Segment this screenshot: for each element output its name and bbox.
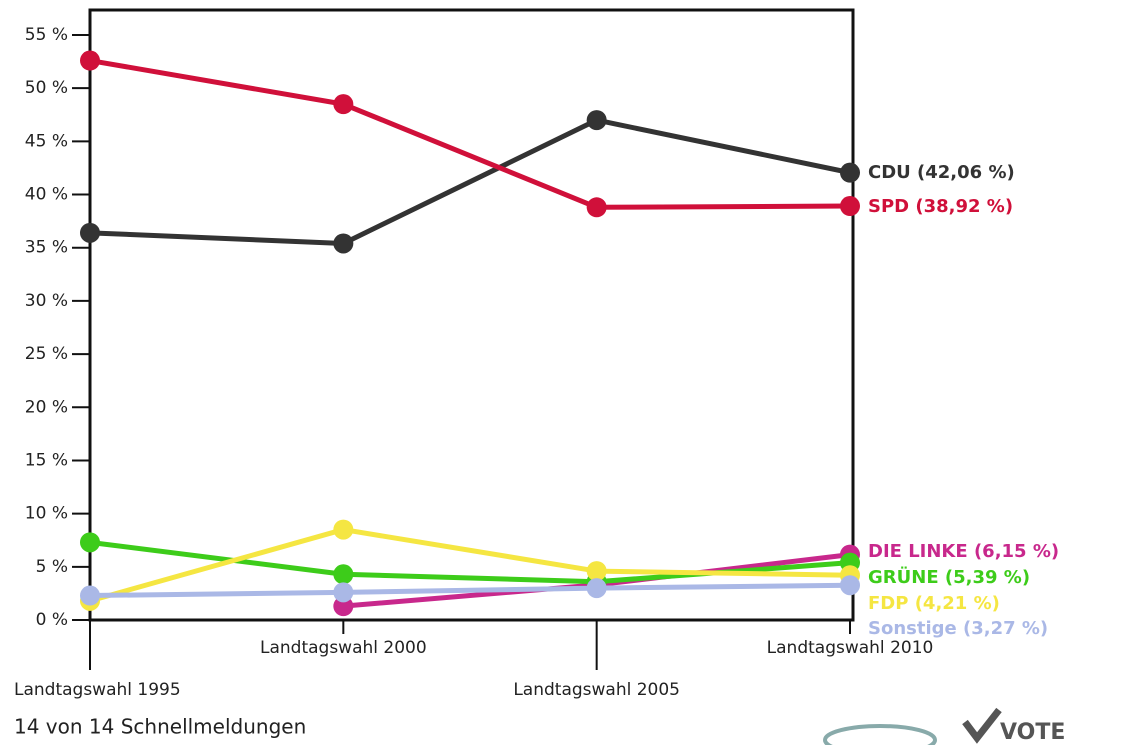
series-line <box>89 527 851 604</box>
end-label: FDP (4,21 %) <box>868 593 1000 614</box>
data-point <box>586 197 607 218</box>
data-point <box>80 585 100 606</box>
end-label: GRÜNE (5,39 %) <box>868 566 1030 588</box>
data-point <box>80 222 100 243</box>
data-point <box>80 532 100 553</box>
data-point <box>586 578 607 599</box>
data-point <box>333 94 354 115</box>
x-tick-label: Landtagswahl 2000 <box>260 638 427 658</box>
plot-frame <box>88 8 855 622</box>
y-tick-label: 30 % <box>25 291 68 311</box>
data-point <box>333 582 354 603</box>
data-point <box>333 233 354 254</box>
logo: VOTE <box>823 707 1065 745</box>
end-label: SPD (38,92 %) <box>868 196 1013 217</box>
data-point <box>586 561 607 582</box>
y-tick-label: 10 % <box>25 504 68 524</box>
series-line <box>89 117 851 246</box>
data-point <box>333 596 354 617</box>
y-tick-label: 0 % <box>36 610 68 630</box>
x-tick-label: Landtagswahl 2010 <box>767 638 934 658</box>
y-tick-label: 45 % <box>25 131 68 151</box>
data-point <box>333 564 354 585</box>
data-point <box>840 196 860 217</box>
y-tick-label: 40 % <box>25 185 68 205</box>
data-point <box>80 50 100 71</box>
footer: 14 von 14 Schnellmeldungen <box>14 715 306 739</box>
series-line <box>89 582 851 599</box>
data-point <box>840 162 860 183</box>
logo-text: VOTE <box>1000 720 1065 745</box>
y-tick-label: 5 % <box>36 557 68 577</box>
x-tick-label: Landtagswahl 2005 <box>513 680 680 700</box>
y-tick-label: 50 % <box>25 78 68 98</box>
y-tick-label: 55 % <box>25 25 68 45</box>
y-tick-label: 20 % <box>25 397 68 417</box>
end-label: CDU (42,06 %) <box>868 162 1015 183</box>
end-label: DIE LINKE (6,15 %) <box>868 541 1059 562</box>
y-tick-label: 15 % <box>25 450 68 470</box>
data-point <box>840 575 860 596</box>
y-tick-label: 25 % <box>25 344 68 364</box>
y-tick-label: 35 % <box>25 238 68 258</box>
data-point <box>333 519 354 540</box>
data-point <box>586 110 607 131</box>
end-label: Sonstige (3,27 %) <box>868 618 1048 639</box>
series-line <box>89 58 851 210</box>
x-tick-label: Landtagswahl 1995 <box>14 680 181 700</box>
